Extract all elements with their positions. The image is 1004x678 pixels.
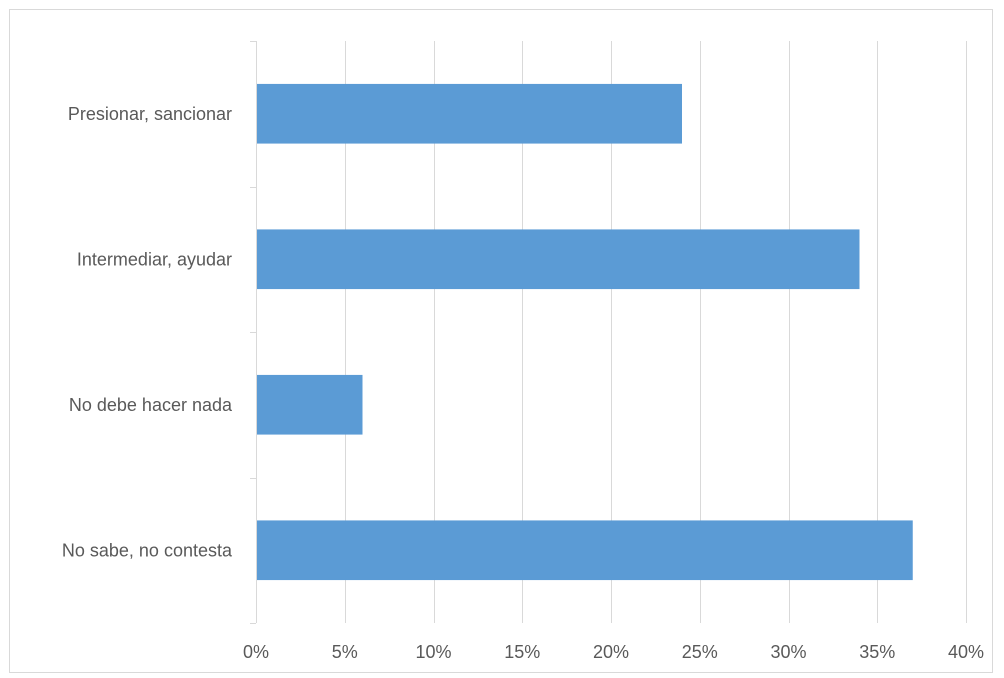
x-tick-label: 10% <box>415 642 451 662</box>
bar <box>256 374 363 435</box>
x-tick-label: 40% <box>948 642 984 662</box>
x-tick-label: 25% <box>682 642 718 662</box>
x-tick-label: 20% <box>593 642 629 662</box>
value-axis-labels: 0% 5% 10% 15% 20% 25% 30% 35% 40% <box>243 642 984 662</box>
category-label: Presionar, sancionar <box>68 104 232 124</box>
x-tick-label: 5% <box>332 642 358 662</box>
x-tick-label: 30% <box>770 642 806 662</box>
category-label: No debe hacer nada <box>69 395 233 415</box>
category-label: No sabe, no contesta <box>62 540 233 560</box>
bar <box>256 83 682 144</box>
x-tick-label: 0% <box>243 642 269 662</box>
bar <box>256 520 913 581</box>
x-tick-label: 15% <box>504 642 540 662</box>
category-label: Intermediar, ayudar <box>77 249 232 269</box>
category-axis <box>250 41 257 624</box>
bars <box>256 83 913 581</box>
x-tick-label: 35% <box>859 642 895 662</box>
category-labels: Presionar, sancionar Intermediar, ayudar N… <box>62 104 233 561</box>
bar <box>256 229 860 290</box>
